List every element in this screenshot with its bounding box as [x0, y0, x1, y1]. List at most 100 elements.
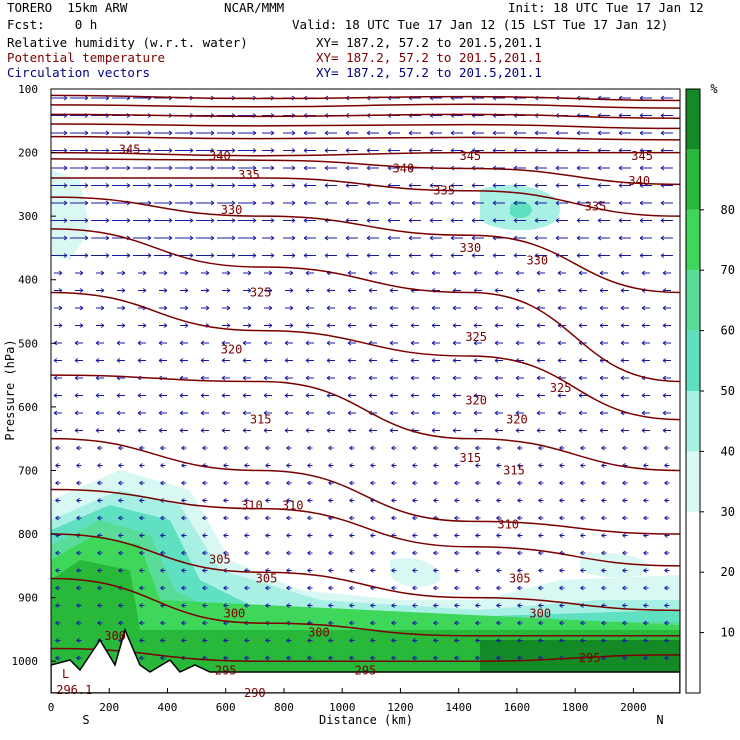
vector-arrowhead: [189, 218, 194, 223]
vector-arrowhead: [643, 480, 647, 486]
vector-arrowhead: [252, 218, 257, 223]
vector-arrowhead: [63, 200, 68, 206]
vector-arrowhead: [366, 253, 371, 258]
vector-arrowhead: [576, 183, 581, 188]
vector-arrowhead: [324, 235, 329, 241]
vector-arrowhead: [517, 603, 521, 608]
vector-arrowhead: [270, 218, 275, 223]
vector-arrowhead: [599, 340, 604, 346]
colorbar: 10 20 30 40 50 60 70 80%: [685, 82, 735, 694]
vector-arrowhead: [662, 323, 667, 328]
vector-arrowhead: [305, 410, 310, 416]
vector-arrowhead: [265, 445, 269, 451]
vector-arrowhead: [139, 533, 143, 538]
vector-arrowhead: [517, 480, 521, 486]
colorbar-tick-label: 80: [721, 203, 735, 217]
vector-arrowhead: [137, 428, 142, 433]
vector-arrowhead: [252, 130, 257, 136]
vector-arrowhead: [494, 305, 499, 311]
theta-label: 340: [209, 149, 231, 163]
vector-arrowhead: [158, 428, 163, 433]
vector-arrowhead: [326, 410, 331, 416]
vector-arrowhead: [179, 340, 184, 346]
vector-arrowhead: [244, 533, 248, 538]
vector-arrowhead: [265, 585, 269, 591]
vector-arrowhead: [450, 235, 455, 241]
vector-arrowhead: [431, 270, 436, 276]
vector-arrowhead: [289, 270, 294, 276]
vector-arrowhead: [247, 323, 252, 328]
theta-label: 305: [256, 572, 278, 586]
theta-label: 330: [526, 254, 548, 268]
colorbar-tick-label: 30: [721, 505, 735, 519]
vector-arrowhead: [412, 638, 416, 643]
vector-arrowhead: [641, 393, 646, 398]
vector-arrowhead: [63, 253, 68, 258]
vector-arrowhead: [200, 393, 205, 398]
vector-arrowhead: [142, 323, 147, 328]
vector-arrowhead: [55, 515, 59, 521]
vector-arrowhead: [454, 515, 458, 521]
vector-arrowhead: [326, 428, 331, 433]
vector-arrowhead: [618, 165, 623, 171]
vector-arrowhead: [643, 498, 647, 503]
vector-arrowhead: [643, 445, 647, 451]
vector-arrowhead: [366, 130, 371, 136]
vector-arrowhead: [324, 165, 329, 171]
vector-arrowhead: [139, 550, 143, 556]
vector-arrowhead: [475, 638, 479, 643]
vector-arrowhead: [147, 253, 152, 258]
vector-arrowhead: [471, 130, 476, 136]
vector-arrowhead: [231, 130, 236, 136]
vector-arrowhead: [97, 480, 101, 486]
vector-arrowhead: [284, 410, 289, 416]
colorbar-level: [686, 451, 700, 512]
vector-arrowhead: [431, 305, 436, 311]
vector-arrowhead: [349, 515, 353, 521]
vector-arrowhead: [97, 445, 101, 451]
vector-arrowhead: [599, 270, 604, 276]
vector-arrowhead: [412, 515, 416, 521]
vector-arrowhead: [389, 375, 394, 381]
vector-arrowhead: [210, 183, 215, 188]
vector-arrowhead: [231, 235, 236, 241]
vector-arrowhead: [513, 253, 518, 258]
vector-arrowhead: [286, 585, 290, 591]
vector-arrowhead: [515, 393, 520, 398]
vector-arrowhead: [475, 603, 479, 608]
vector-arrowhead: [389, 270, 394, 276]
vector-arrowhead: [58, 305, 63, 311]
vector-arrowhead: [252, 235, 257, 241]
vector-arrowhead: [76, 655, 80, 661]
theta-label: 295: [579, 651, 601, 665]
field-name-vectors: Circulation vectors: [7, 65, 150, 80]
vector-arrowhead: [557, 288, 562, 293]
vector-arrowhead: [100, 323, 105, 328]
vector-arrowhead: [223, 638, 227, 643]
vector-arrowhead: [345, 235, 350, 241]
theta-label: 296.1: [56, 683, 92, 697]
vector-arrowhead: [410, 323, 415, 328]
vector-arrowhead: [158, 358, 163, 363]
colorbar-level: [686, 209, 700, 271]
vector-arrowhead: [660, 235, 665, 241]
vector-arrowhead: [200, 410, 205, 416]
vector-arrowhead: [349, 638, 353, 643]
vector-arrowhead: [412, 568, 416, 573]
vector-arrowhead: [429, 183, 434, 188]
vector-arrowhead: [118, 568, 122, 573]
vector-arrowhead: [368, 393, 373, 398]
y-axis: 100 200 300 400 500 600 700 800 900 1000: [12, 83, 56, 668]
vector-arrowhead: [265, 480, 269, 486]
vector-arrowhead: [347, 428, 352, 433]
vector-arrowhead: [513, 200, 518, 206]
vector-arrowhead: [471, 218, 476, 223]
vector-arrowhead: [291, 165, 296, 171]
vector-arrowhead: [454, 533, 458, 538]
vector-arrowhead: [496, 550, 500, 556]
colorbar-tick-label: 20: [721, 565, 735, 579]
theta-contour: [51, 151, 680, 157]
vector-arrowhead: [496, 568, 500, 573]
vector-arrowhead: [641, 428, 646, 433]
